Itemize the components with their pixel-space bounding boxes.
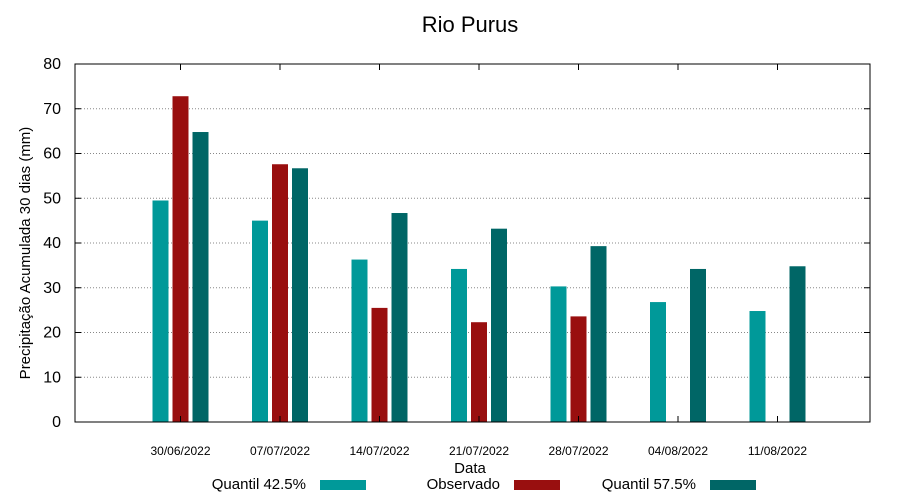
bar bbox=[351, 259, 368, 422]
x-tick-label: 04/08/2022 bbox=[648, 444, 708, 458]
bar bbox=[789, 266, 806, 422]
legend-swatch bbox=[320, 480, 366, 490]
bar bbox=[292, 168, 308, 422]
y-tick-label: 80 bbox=[43, 56, 61, 73]
bar bbox=[570, 316, 587, 422]
bar bbox=[471, 322, 487, 422]
y-tick-label: 40 bbox=[43, 235, 61, 252]
bar bbox=[252, 220, 268, 422]
bar bbox=[172, 96, 189, 422]
x-tick-label: 30/06/2022 bbox=[150, 444, 210, 458]
y-tick-label: 20 bbox=[43, 325, 61, 342]
bar bbox=[650, 302, 666, 422]
chart-title: Rio Purus bbox=[422, 12, 519, 37]
legend-swatch bbox=[710, 480, 756, 490]
legend-label: Observado bbox=[427, 476, 500, 493]
y-axis-ticks: 0 10 20 30 40 50 60 70 80 bbox=[43, 56, 870, 431]
x-tick-label: 11/08/2022 bbox=[748, 444, 807, 458]
bar bbox=[451, 268, 467, 422]
x-axis-label: Data bbox=[454, 460, 486, 477]
y-tick-label: 50 bbox=[43, 190, 61, 207]
x-tick-label: 07/07/2022 bbox=[250, 444, 310, 458]
y-tick-label: 10 bbox=[43, 369, 61, 386]
x-axis-ticks: 30/06/2022 07/07/2022 14/07/2022 21/07/2022… bbox=[150, 64, 807, 458]
x-tick-label: 14/07/2022 bbox=[349, 444, 409, 458]
bar bbox=[391, 213, 408, 422]
bar bbox=[690, 268, 706, 422]
bar bbox=[550, 286, 567, 422]
y-axis-label: Precipitação Acumulada 30 dias (mm) bbox=[17, 127, 34, 380]
bar bbox=[192, 132, 209, 422]
legend-label: Quantil 57.5% bbox=[602, 476, 696, 493]
bar bbox=[272, 164, 288, 423]
legend-label: Quantil 42.5% bbox=[212, 476, 306, 493]
bars bbox=[152, 96, 806, 423]
x-tick-label: 28/07/2022 bbox=[548, 444, 608, 458]
bar bbox=[749, 311, 766, 422]
x-tick-label: 21/07/2022 bbox=[449, 444, 509, 458]
y-tick-label: 30 bbox=[43, 280, 61, 297]
legend-swatch bbox=[514, 480, 560, 490]
y-tick-label: 0 bbox=[52, 414, 61, 431]
y-tick-label: 60 bbox=[43, 146, 61, 163]
bar bbox=[371, 307, 388, 422]
bar bbox=[590, 246, 607, 422]
bar bbox=[491, 228, 507, 422]
y-tick-label: 70 bbox=[43, 101, 61, 118]
bar bbox=[152, 200, 169, 422]
legend: Quantil 42.5% Observado Quantil 57.5% bbox=[212, 476, 756, 493]
